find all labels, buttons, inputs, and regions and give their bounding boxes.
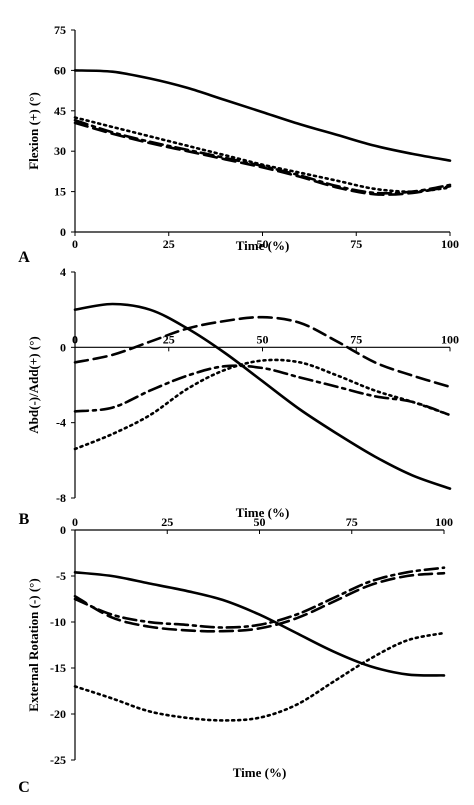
series-line-dotted	[73, 358, 452, 451]
x-axis-label: Time (%)	[236, 505, 290, 520]
y-axis-label: Abd(-)/Add(+) (°)	[26, 336, 41, 433]
y-tick-label: 45	[54, 104, 66, 118]
series-line-dash-dot	[73, 364, 452, 417]
x-tick-label: 0	[72, 515, 78, 529]
y-tick-label: 0	[60, 225, 66, 239]
chart-panel-c: -25 -20 -15 -10 -5 00 25 50 75 100 Time (%) Externa…	[18, 515, 453, 796]
panel-letter: A	[18, 249, 30, 266]
x-tick-label: 100	[441, 332, 459, 346]
x-axis-label: Time (%)	[236, 238, 290, 253]
y-tick-label: 0	[60, 523, 66, 537]
x-tick-label: 75	[350, 237, 362, 251]
x-axis-label: Time (%)	[233, 765, 287, 780]
x-tick-label: 0	[72, 332, 78, 346]
chart-panel-a: 0 15 30 45 60 75 0 25 50 75 100 Time (%) Flexion (+)…	[18, 23, 459, 266]
series-line-dash-dot	[73, 566, 446, 629]
y-tick-label: 4	[60, 265, 66, 279]
series-line-solid	[73, 69, 452, 162]
series-line-dashed	[73, 121, 452, 196]
y-tick-label: 0	[60, 340, 66, 354]
y-tick-label: -8	[56, 491, 66, 505]
series-line-solid	[73, 302, 452, 490]
y-axis-label: External Rotation (-) (°)	[26, 578, 41, 711]
x-tick-label: 50	[254, 515, 266, 529]
x-tick-label: 25	[161, 515, 173, 529]
y-tick-label: -4	[56, 416, 66, 430]
y-tick-label: 75	[54, 23, 66, 37]
chart-panel-b: -8 -4 0 4 0 25 50 75 100 Time (%) Abd(-)/Add(+) (°…	[19, 265, 459, 528]
series-line-dashed	[73, 315, 452, 389]
series-line-dotted	[73, 116, 452, 193]
y-tick-label: 30	[54, 144, 66, 158]
x-tick-label: 0	[72, 237, 78, 251]
y-axis-label: Flexion (+) (°)	[26, 92, 41, 170]
x-tick-label: 75	[346, 515, 358, 529]
x-tick-label: 75	[350, 332, 362, 346]
panel-letter: C	[18, 779, 30, 796]
y-tick-label: -25	[50, 753, 66, 767]
x-tick-label: 50	[257, 332, 269, 346]
y-tick-label: 15	[54, 185, 66, 199]
y-tick-label: 60	[54, 63, 66, 77]
series-line-dotted	[73, 631, 446, 722]
panel-letter: B	[19, 511, 30, 528]
y-tick-label: -10	[50, 615, 66, 629]
y-tick-label: -5	[56, 569, 66, 583]
series-line-dashed	[73, 571, 446, 633]
y-tick-label: -15	[50, 661, 66, 675]
x-tick-label: 50	[257, 237, 269, 251]
y-tick-label: -20	[50, 707, 66, 721]
x-tick-label: 100	[435, 515, 453, 529]
x-tick-label: 25	[163, 237, 175, 251]
series-line-solid	[73, 571, 446, 677]
x-tick-label: 100	[441, 237, 459, 251]
series-line-dash-dot	[73, 118, 452, 195]
